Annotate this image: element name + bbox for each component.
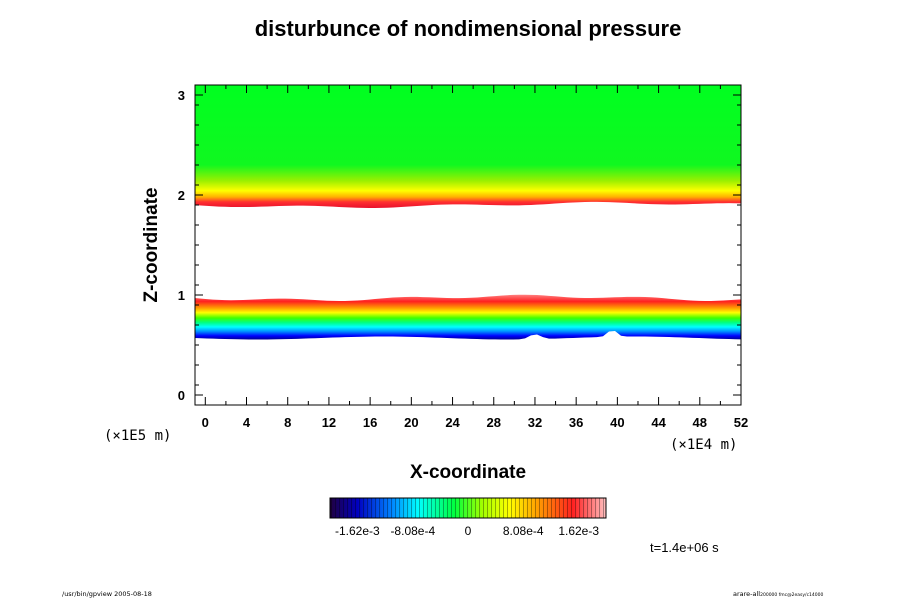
x-tick-label: 12 <box>322 415 336 430</box>
x-axis-ticks: 0 4 8 12 16 20 24 28 32 36 40 44 48 52 <box>202 85 748 430</box>
y-scale-label: (×1E5 m) <box>104 428 171 444</box>
footer-left: /usr/bin/gpview 2005-08-18 <box>62 590 152 598</box>
x-tick-label: 16 <box>363 415 377 430</box>
colorbar-tick-label: -1.62e-3 <box>335 524 380 538</box>
colorbar-tick-label: 8.08e-4 <box>503 524 544 538</box>
lower-pressure-band <box>195 294 741 340</box>
colorbar-frame <box>329 497 607 519</box>
time-label: t=1.4e+06 s <box>650 540 719 555</box>
y-axis-title: Z-coordinate <box>141 187 162 302</box>
x-tick-label: 20 <box>404 415 418 430</box>
x-tick-label: 32 <box>528 415 542 430</box>
x-tick-label: 4 <box>243 415 251 430</box>
colorbar-tick-label: 1.62e-3 <box>558 524 599 538</box>
x-tick-label: 52 <box>734 415 748 430</box>
y-tick-label: 2 <box>178 188 185 203</box>
y-tick-label: 1 <box>178 288 185 303</box>
x-tick-label: 8 <box>284 415 291 430</box>
x-tick-label: 44 <box>651 415 666 430</box>
chart-title: disturbunce of nondimensional pressure <box>254 16 682 41</box>
x-tick-label: 24 <box>445 415 460 430</box>
x-axis-title: X-coordinate <box>410 462 526 483</box>
x-tick-label: 48 <box>693 415 707 430</box>
y-axis-ticks: 0 1 2 3 <box>178 88 741 406</box>
colorbar-lines <box>330 498 606 518</box>
x-tick-label: 0 <box>202 415 209 430</box>
x-tick-label: 40 <box>610 415 624 430</box>
y-tick-label: 3 <box>178 88 185 103</box>
footer-right-main: arare-all <box>733 590 761 598</box>
x-tick-label: 36 <box>569 415 583 430</box>
x-tick-label: 28 <box>487 415 501 430</box>
colorbar-tick-label: -8.08e-4 <box>390 524 435 538</box>
footer-right-small: 200000 fmc@2easy/c14000 <box>760 593 824 598</box>
colorbar: -1.62e-3 -8.08e-4 0 8.08e-4 1.62e-3 <box>329 497 607 538</box>
x-scale-label: (×1E4 m) <box>670 437 737 453</box>
upper-pressure-band <box>195 85 741 209</box>
y-tick-label: 0 <box>178 388 185 403</box>
footer-right: arare-all200000 fmc@2easy/c14000 <box>733 590 823 598</box>
colorbar-tick-labels: -1.62e-3 -8.08e-4 0 8.08e-4 1.62e-3 <box>335 524 599 538</box>
colorbar-tick-label: 0 <box>465 524 472 538</box>
